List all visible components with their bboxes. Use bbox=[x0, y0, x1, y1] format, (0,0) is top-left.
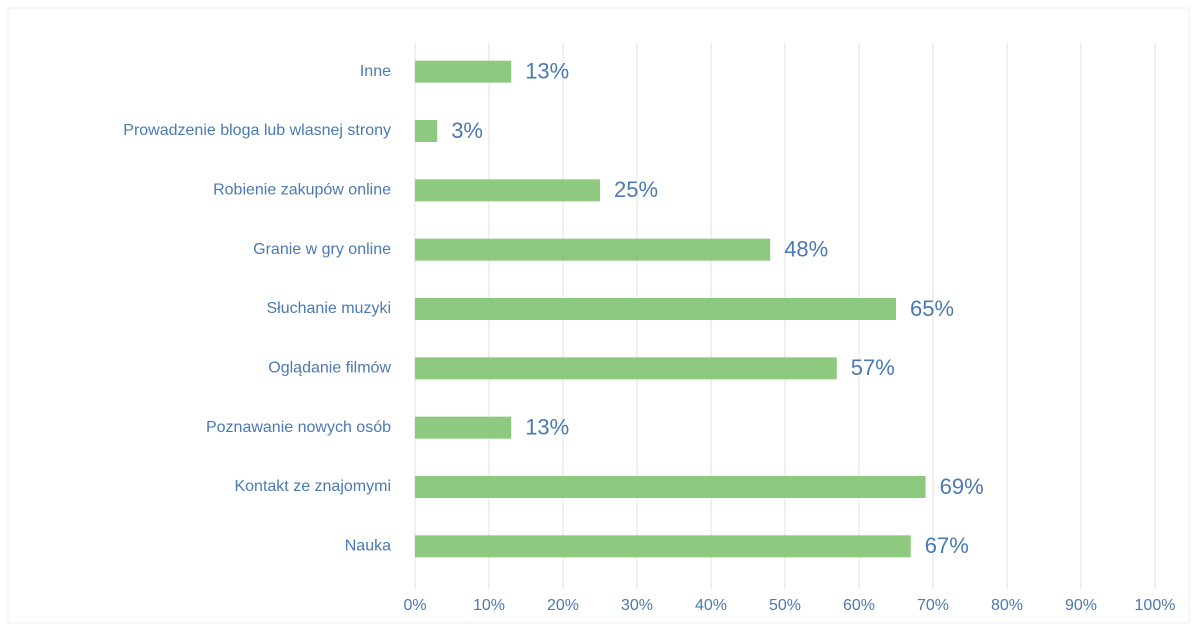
y-tick-label: Inne bbox=[360, 63, 391, 80]
x-tick-label: 100% bbox=[1135, 597, 1176, 614]
value-label: 69% bbox=[940, 474, 984, 499]
x-tick-label: 20% bbox=[547, 597, 579, 614]
y-tick-label: Kontakt ze znajomymi bbox=[234, 478, 391, 495]
y-tick-label: Granie w gry online bbox=[253, 241, 391, 258]
value-label: 57% bbox=[851, 355, 895, 380]
bar bbox=[415, 60, 512, 83]
y-tick-label: Oglądanie filmów bbox=[268, 360, 391, 377]
y-tick-label: Nauka bbox=[345, 538, 391, 555]
y-tick-label: Prowadzenie bloga lub wlasnej strony bbox=[123, 122, 391, 139]
bar bbox=[415, 179, 600, 202]
x-tick-label: 80% bbox=[991, 597, 1023, 614]
bar bbox=[415, 238, 771, 261]
value-label: 48% bbox=[784, 236, 828, 261]
bar bbox=[415, 357, 837, 380]
bar bbox=[415, 535, 911, 558]
bar bbox=[415, 476, 926, 498]
bar bbox=[415, 298, 896, 320]
y-tick-label: Robienie zakupów online bbox=[213, 182, 391, 199]
x-tick-label: 60% bbox=[843, 597, 875, 614]
value-label: 13% bbox=[525, 414, 569, 439]
chart-border bbox=[7, 7, 1190, 624]
value-label: 25% bbox=[614, 177, 658, 202]
value-label: 3% bbox=[451, 118, 483, 143]
y-tick-label: Poznawanie nowych osób bbox=[206, 419, 391, 436]
x-tick-label: 50% bbox=[769, 597, 801, 614]
value-label: 13% bbox=[525, 58, 569, 83]
value-label: 67% bbox=[925, 533, 969, 558]
x-tick-label: 30% bbox=[621, 597, 653, 614]
bar bbox=[415, 120, 438, 142]
x-tick-label: 10% bbox=[473, 597, 505, 614]
x-tick-label: 0% bbox=[403, 597, 426, 614]
x-tick-label: 90% bbox=[1065, 597, 1097, 614]
bar bbox=[415, 416, 512, 439]
value-label: 65% bbox=[910, 296, 954, 321]
x-tick-label: 70% bbox=[917, 597, 949, 614]
y-tick-label: Słuchanie muzyki bbox=[267, 300, 392, 317]
x-tick-label: 40% bbox=[695, 597, 727, 614]
